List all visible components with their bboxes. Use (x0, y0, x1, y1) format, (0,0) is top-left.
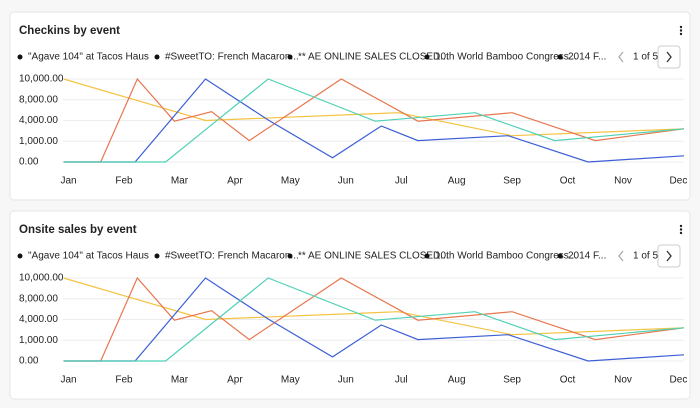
x-tick-label: May (281, 176, 300, 187)
series-line (63, 277, 685, 362)
y-tick-label: 1,000.00 (19, 335, 58, 346)
legend-dot[interactable] (17, 54, 23, 60)
next-page[interactable] (666, 250, 672, 262)
legend-dot[interactable] (17, 253, 23, 259)
series-line (63, 77, 685, 163)
y-tick-label: 8,000.00 (19, 94, 58, 105)
x-tick-label: Jun (338, 375, 354, 386)
pagination: 1 of 5 (633, 52, 658, 63)
prev-page[interactable] (618, 250, 624, 262)
legend-label[interactable]: #SweetTO: French Macaron... (165, 52, 299, 63)
series-line (63, 78, 685, 137)
legend-label[interactable]: "Agave 104" at Tacos Haus (28, 52, 149, 63)
x-tick-label: Nov (614, 176, 632, 187)
y-tick-label: 4,000.00 (19, 115, 58, 126)
legend-dot[interactable] (154, 54, 160, 60)
legend-label[interactable]: ** AE ONLINE SALES CLOSED... (298, 52, 449, 63)
x-tick-label: Dec (670, 375, 688, 386)
x-tick-label: Apr (227, 375, 243, 386)
x-tick-label: Sep (503, 176, 521, 187)
series-line (63, 277, 685, 336)
x-tick-label: Mar (171, 375, 189, 386)
pagination: 1 of 5 (633, 251, 658, 262)
series-line (63, 277, 685, 362)
x-tick-label: Oct (560, 176, 576, 187)
menu-dot[interactable] (679, 224, 683, 228)
next-page-button[interactable] (657, 45, 681, 69)
x-tick-label: Mar (171, 176, 189, 187)
x-tick-label: Nov (614, 375, 632, 386)
x-tick-label: Jan (60, 375, 76, 386)
next-page-button[interactable] (657, 244, 681, 268)
x-tick-label: Jul (395, 375, 408, 386)
legend-label[interactable]: 2014 F... (568, 251, 606, 262)
x-tick-label: Jul (395, 176, 408, 187)
x-tick-label: May (281, 375, 300, 386)
legend-label[interactable]: "Agave 104" at Tacos Haus (28, 251, 149, 262)
card (9, 11, 691, 201)
prev-page[interactable] (618, 51, 624, 63)
y-tick-label: 0.00 (19, 157, 39, 168)
x-tick-label: Apr (227, 176, 243, 187)
legend-label[interactable]: #SweetTO: French Macaron... (165, 251, 299, 262)
legend-dot[interactable] (424, 54, 430, 60)
y-tick-label: 0.00 (19, 356, 39, 367)
card (9, 210, 691, 400)
x-tick-label: Aug (448, 176, 466, 187)
legend-dot[interactable] (557, 54, 563, 60)
x-tick-label: Oct (560, 375, 576, 386)
series-line (63, 276, 685, 362)
y-tick-label: 10,000.00 (19, 273, 64, 284)
legend-dot[interactable] (287, 253, 293, 259)
y-tick-label: 8,000.00 (19, 293, 58, 304)
menu-dot[interactable] (679, 25, 683, 29)
chart-title: Checkins by event (19, 25, 120, 37)
x-tick-label: Sep (503, 375, 521, 386)
legend-label[interactable]: 2014 F... (568, 52, 606, 63)
menu-dot[interactable] (679, 29, 683, 32)
x-tick-label: Feb (115, 375, 133, 386)
legend-label[interactable]: ** AE ONLINE SALES CLOSED... (298, 251, 449, 262)
series-line (63, 78, 685, 163)
x-tick-label: Feb (115, 176, 133, 187)
chart-title: Onsite sales by event (19, 224, 137, 236)
y-tick-label: 4,000.00 (19, 314, 58, 325)
legend-dot[interactable] (154, 253, 160, 259)
legend-dot[interactable] (287, 54, 293, 60)
x-tick-label: Jan (60, 176, 76, 187)
legend-dot[interactable] (557, 253, 563, 259)
x-tick-label: Jun (338, 176, 354, 187)
next-page[interactable] (666, 51, 672, 63)
legend-label[interactable]: 10th World Bamboo Congress... (435, 251, 577, 262)
menu-dot[interactable] (679, 231, 683, 235)
legend-label[interactable]: 10th World Bamboo Congress... (435, 52, 577, 63)
menu-dot[interactable] (679, 32, 683, 36)
series-line (63, 78, 685, 163)
y-tick-label: 10,000.00 (19, 74, 64, 85)
y-tick-label: 1,000.00 (19, 136, 58, 147)
menu-dot[interactable] (679, 228, 683, 231)
legend-dot[interactable] (424, 253, 430, 259)
x-tick-label: Dec (670, 176, 688, 187)
x-tick-label: Aug (448, 375, 466, 386)
